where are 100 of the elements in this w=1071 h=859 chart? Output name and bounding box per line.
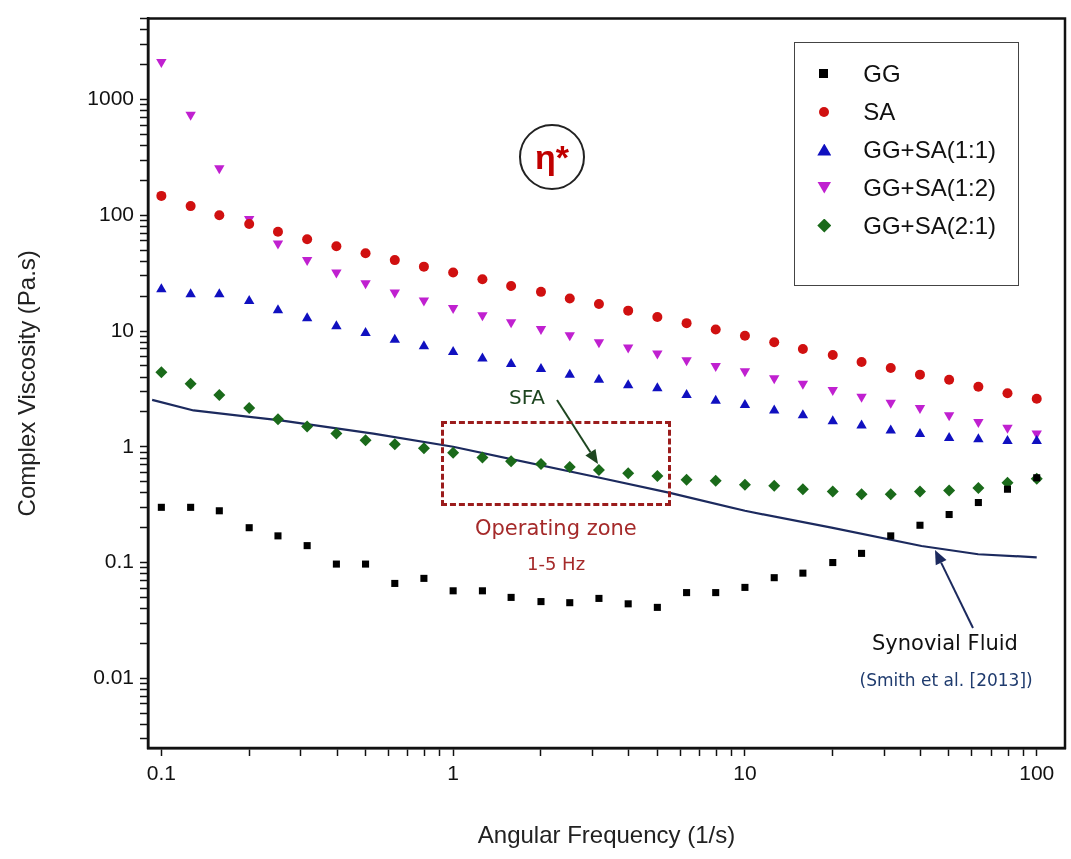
point [826, 485, 839, 498]
point [856, 393, 867, 403]
point [330, 427, 343, 440]
point [214, 165, 225, 175]
point [185, 111, 196, 121]
annotation: Synovial Fluid [872, 631, 1018, 655]
point [943, 432, 955, 442]
point [856, 419, 867, 429]
point [244, 219, 255, 230]
point [243, 402, 256, 415]
point [944, 374, 955, 385]
point [799, 569, 807, 577]
point [331, 241, 342, 252]
legend-label: GG+SA(1:1) [863, 135, 996, 164]
point [331, 320, 342, 330]
point [534, 458, 547, 471]
point [272, 240, 284, 250]
point [214, 210, 225, 221]
point [215, 507, 223, 515]
point [769, 375, 780, 385]
point [945, 510, 953, 519]
point [156, 283, 167, 293]
point [595, 594, 603, 602]
point [214, 288, 225, 298]
point [827, 415, 838, 425]
point [1002, 388, 1013, 399]
point [887, 532, 895, 540]
point [593, 339, 605, 349]
legend-label: GG [863, 59, 901, 88]
annotation: (Smith et al. [2013]) [859, 670, 1033, 690]
legend-label: GG+SA(2:1) [863, 211, 996, 240]
point [1003, 485, 1012, 493]
point [272, 226, 283, 237]
point [741, 583, 749, 591]
point [505, 319, 517, 329]
point [420, 574, 428, 582]
point [360, 327, 371, 337]
point [622, 379, 634, 389]
y-tick-label: 0.01 [93, 665, 134, 689]
point [710, 362, 721, 372]
point [973, 418, 984, 428]
point [623, 305, 634, 316]
point [829, 559, 837, 567]
point [272, 304, 284, 314]
point [301, 257, 313, 267]
point [155, 366, 168, 379]
point [592, 464, 605, 477]
y-tick-label: 1 [122, 433, 134, 457]
point [156, 190, 167, 201]
point [974, 498, 982, 507]
point [972, 482, 985, 495]
point [477, 312, 488, 322]
y-tick-label: 1000 [87, 86, 134, 110]
point [359, 434, 372, 447]
point [683, 589, 691, 597]
point [535, 286, 546, 297]
point [535, 326, 547, 336]
point [796, 483, 809, 496]
point [564, 332, 575, 342]
point [973, 433, 984, 443]
point [476, 451, 489, 464]
point [914, 405, 926, 415]
point [505, 455, 518, 468]
y-tick-label: 100 [98, 202, 134, 226]
annotation: 1-5 Hz [527, 552, 586, 574]
point [388, 438, 401, 451]
point [157, 503, 165, 511]
point [1031, 435, 1042, 445]
point [187, 503, 195, 511]
point [884, 488, 897, 501]
point [448, 267, 459, 278]
point [449, 587, 457, 595]
x-tick-label: 1 [447, 761, 459, 785]
point [858, 549, 866, 557]
point [477, 352, 488, 362]
point [563, 460, 576, 473]
point [507, 593, 515, 601]
point [447, 446, 460, 459]
point [418, 261, 429, 272]
point [739, 330, 750, 341]
point [855, 488, 868, 501]
point [652, 350, 663, 360]
point [856, 357, 867, 368]
point [274, 532, 282, 540]
point [827, 386, 838, 396]
x-tick-label: 10 [733, 761, 757, 785]
point [213, 389, 226, 402]
point [362, 560, 370, 568]
point [770, 574, 778, 582]
point [653, 603, 661, 611]
point [185, 201, 196, 212]
point [389, 255, 400, 266]
y-tick-label: 0.1 [104, 549, 134, 573]
y-axis-title: Complex Viscosity (Pa.s) [13, 250, 41, 517]
point [710, 324, 721, 335]
point [447, 305, 459, 315]
y-tick-label: 10 [110, 317, 134, 341]
point [245, 524, 253, 532]
point [885, 399, 896, 409]
point [566, 599, 574, 607]
